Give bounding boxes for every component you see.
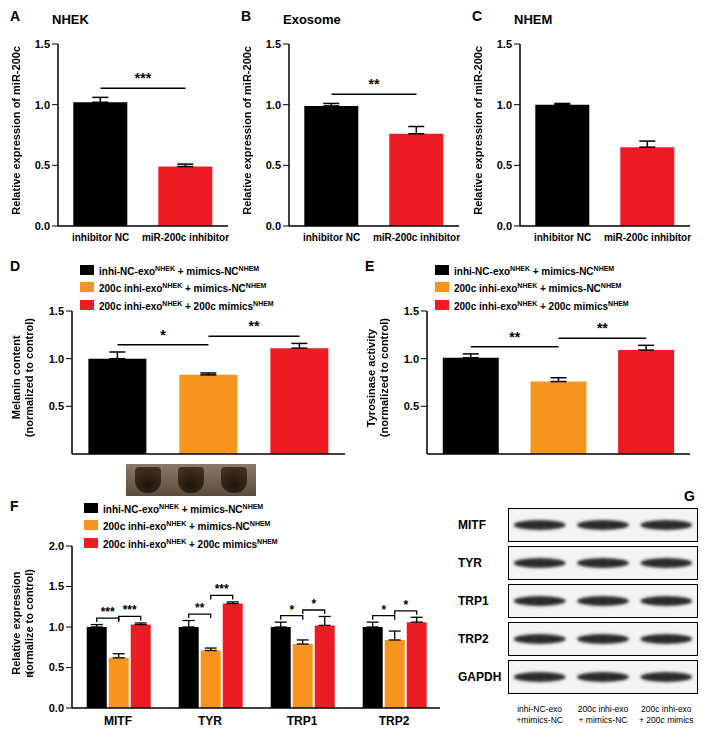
svg-text:**: **	[369, 76, 380, 92]
html-text:B: B	[241, 8, 252, 24]
svg-text:0.0: 0.0	[35, 220, 50, 232]
html-text:inhi-NC-exo: inhi-NC-exo	[517, 704, 563, 714]
svg-text:1.0: 1.0	[497, 99, 512, 111]
html-text:Relative expression of miR-200: Relative expression of miR-200c	[240, 46, 253, 215]
svg-text:*: *	[160, 327, 166, 343]
html-text:TRP2: TRP2	[458, 632, 489, 646]
svg-text:TRP2: TRP2	[379, 714, 410, 728]
html-text:Exosome: Exosome	[283, 12, 341, 27]
html-text:Relative expression of miR-200: Relative expression of miR-200c	[471, 46, 484, 215]
svg-text:1.0: 1.0	[49, 621, 64, 633]
html-text:NHEM: NHEM	[514, 12, 553, 27]
svg-text:MITF: MITF	[104, 714, 132, 728]
svg-text:0.5: 0.5	[266, 159, 281, 171]
html-text:+ 200c mimics: + 200c mimics	[639, 715, 694, 725]
html-text:Melanin content: Melanin content	[10, 336, 22, 420]
svg-text:TRP1: TRP1	[287, 714, 318, 728]
svg-text:1.0: 1.0	[266, 99, 281, 111]
svg-text:0.5: 0.5	[49, 661, 64, 673]
html-text:C: C	[472, 8, 483, 24]
svg-text:0.5: 0.5	[497, 159, 512, 171]
svg-text:*: *	[381, 603, 386, 617]
html-text:200c inhi-exoNHEK+ 200c mimics: 200c inhi-exoNHEK+ 200c mimicsNHEM	[103, 537, 278, 550]
html-text:E: E	[365, 258, 375, 274]
html-text:A: A	[10, 8, 21, 24]
svg-text:***: ***	[135, 70, 152, 86]
svg-text:1.5: 1.5	[49, 305, 64, 317]
html-text:F: F	[10, 498, 19, 514]
svg-text:0.0: 0.0	[497, 220, 512, 232]
html-text:200c inhi-exoNHEK+ mimics-NCNH: 200c inhi-exoNHEK+ mimics-NCNHEM	[454, 282, 622, 295]
html-text:G: G	[684, 488, 695, 504]
html-text:Tyrosinase activity: Tyrosinase activity	[365, 328, 377, 428]
svg-text:1.0: 1.0	[404, 353, 419, 365]
html-text:Relative expression of miR-200: Relative expression of miR-200c	[9, 46, 22, 215]
html-text:(normalized to control): (normalized to control)	[378, 318, 390, 438]
html-text:(normalized to control): (normalized to control)	[23, 318, 35, 438]
html-text:200c inhi-exoNHEK+ 200c mimics: 200c inhi-exoNHEK+ 200c mimicsNHEM	[454, 299, 629, 312]
svg-text:**: **	[509, 329, 520, 345]
svg-text:0.5: 0.5	[404, 400, 419, 412]
html-text:200c inhi-exoNHEK+ mimics-NCNH: 200c inhi-exoNHEK+ mimics-NCNHEM	[103, 520, 271, 533]
html-text:inhi-NC-exoNHEK+ mimics-NCNHEM: inhi-NC-exoNHEK+ mimics-NCNHEM	[454, 265, 615, 278]
svg-text:***: ***	[215, 582, 229, 596]
html-text:+mimics-NC: +mimics-NC	[516, 715, 563, 725]
html-text:200c inhi-exoNHEK+ 200c mimics: 200c inhi-exoNHEK+ 200c mimicsNHEM	[99, 299, 274, 312]
html-text:+ mimics-NC: + mimics-NC	[578, 715, 628, 725]
svg-text:1.5: 1.5	[497, 38, 512, 50]
svg-text:***: ***	[101, 605, 115, 619]
html-text:NHEK: NHEK	[52, 12, 89, 27]
svg-text:miR-200c inhibitor: miR-200c inhibitor	[142, 232, 229, 243]
svg-text:0.5: 0.5	[49, 400, 64, 412]
html-text:200c inhi-exo: 200c inhi-exo	[641, 704, 692, 714]
svg-text:**: **	[249, 318, 260, 334]
svg-text:TYR: TYR	[198, 714, 222, 728]
html-text:Relative expression: Relative expression	[10, 571, 22, 675]
svg-text:inhibitor NC: inhibitor NC	[72, 232, 129, 243]
svg-text:*: *	[311, 597, 316, 611]
svg-text:2.0: 2.0	[49, 540, 64, 552]
svg-text:inhibitor NC: inhibitor NC	[534, 232, 591, 243]
html-text:GAPDH: GAPDH	[458, 670, 502, 684]
svg-text:0.0: 0.0	[266, 220, 281, 232]
html-text:inhi-NC-exoNHEK+ mimics-NCNHEM: inhi-NC-exoNHEK+ mimics-NCNHEM	[99, 265, 260, 278]
svg-text:miR-200c inhibitor: miR-200c inhibitor	[373, 232, 460, 243]
svg-text:1.5: 1.5	[266, 38, 281, 50]
svg-text:*: *	[289, 603, 294, 617]
svg-text:*: *	[403, 598, 408, 612]
html-text:D: D	[10, 258, 21, 274]
svg-text:1.0: 1.0	[49, 353, 64, 365]
html-text:200c inhi-exoNHEK+ mimics-NCNH: 200c inhi-exoNHEK+ mimics-NCNHEM	[99, 282, 267, 295]
svg-text:1.5: 1.5	[35, 38, 50, 50]
svg-text:miR-200c inhibitor: miR-200c inhibitor	[604, 232, 691, 243]
html-text:MITF: MITF	[458, 518, 486, 532]
html-text:200c inhi-exo: 200c inhi-exo	[577, 704, 629, 714]
html-text:TRP1: TRP1	[458, 594, 489, 608]
svg-text:**: **	[195, 601, 205, 615]
svg-text:1.5: 1.5	[49, 580, 64, 592]
svg-text:0.5: 0.5	[35, 159, 50, 171]
svg-text:1.0: 1.0	[35, 99, 50, 111]
svg-text:**: **	[597, 320, 608, 336]
html-text:inhi-NC-exoNHEK+ mimics-NCNHEM: inhi-NC-exoNHEK+ mimics-NCNHEM	[103, 503, 264, 516]
svg-text:***: ***	[123, 603, 137, 617]
svg-text:0.0: 0.0	[49, 702, 64, 714]
html-text:（normalize to control): （normalize to control)	[23, 568, 35, 678]
svg-text:1.5: 1.5	[404, 305, 419, 317]
svg-text:inhibitor NC: inhibitor NC	[303, 232, 360, 243]
html-text:TYR: TYR	[458, 556, 482, 570]
